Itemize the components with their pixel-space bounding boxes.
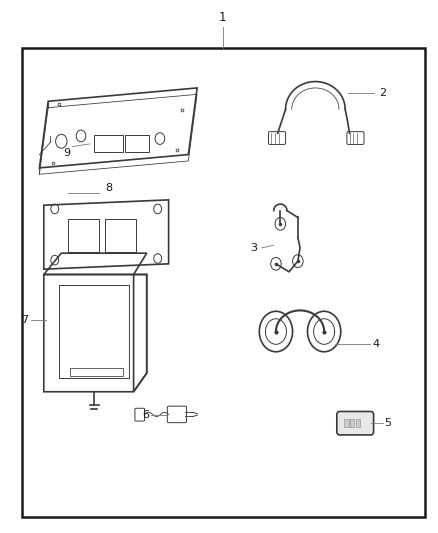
Bar bbox=[22, 48, 425, 517]
Bar bbox=[344, 419, 349, 427]
Text: 8: 8 bbox=[105, 183, 112, 193]
FancyBboxPatch shape bbox=[337, 411, 374, 435]
Bar bbox=[125, 135, 149, 152]
Text: 4: 4 bbox=[372, 339, 379, 349]
Text: 5: 5 bbox=[385, 418, 392, 428]
Text: 3: 3 bbox=[251, 243, 258, 253]
Text: 2: 2 bbox=[379, 88, 386, 98]
Bar bbox=[350, 419, 354, 427]
Text: 9: 9 bbox=[63, 148, 70, 158]
Bar bbox=[105, 219, 136, 252]
Bar bbox=[356, 419, 360, 427]
Bar bbox=[94, 135, 123, 152]
Text: 6: 6 bbox=[142, 410, 149, 419]
Text: 7: 7 bbox=[21, 315, 28, 325]
Text: 1: 1 bbox=[219, 11, 226, 24]
Bar bbox=[68, 219, 99, 252]
